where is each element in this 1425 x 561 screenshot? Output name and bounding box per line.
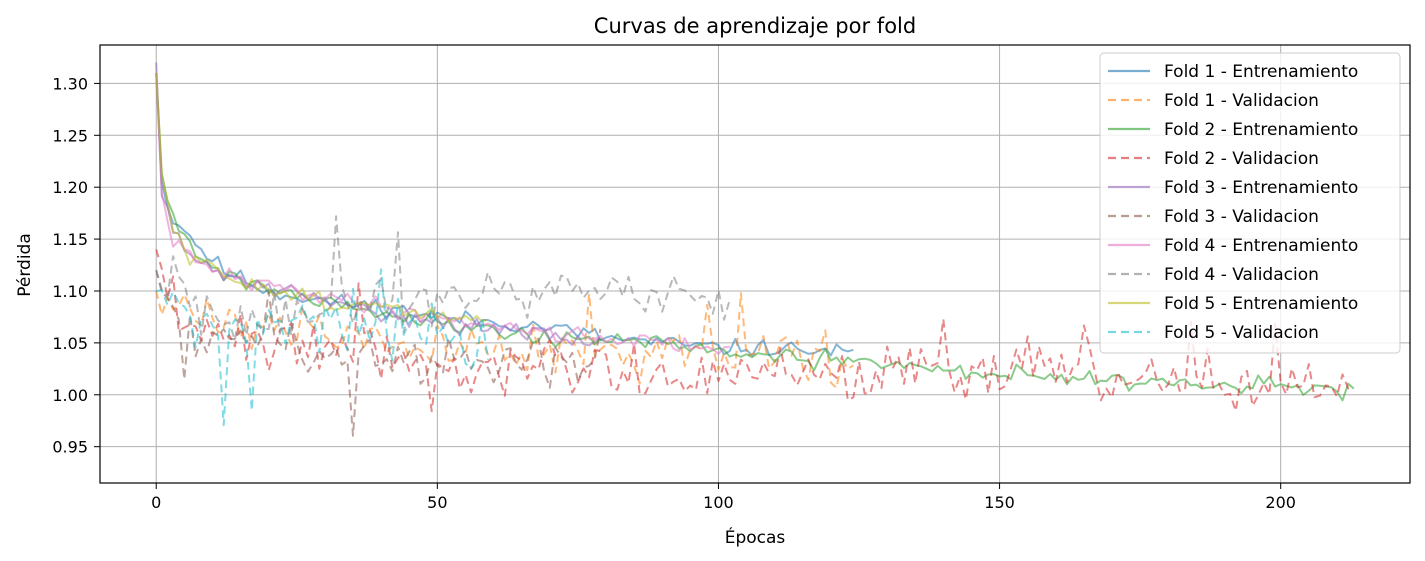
- x-axis-label: Épocas: [725, 526, 786, 548]
- series-line-fold-4-entrenamiento: [155, 72, 730, 355]
- legend-entry: Fold 2 - Validacion: [1164, 149, 1319, 169]
- y-tick-label: 1.00: [52, 386, 88, 405]
- legend-box: [1099, 52, 1401, 354]
- legend-entry: Fold 2 - Entrenamiento: [1164, 120, 1358, 140]
- x-tick-label: 100: [703, 493, 734, 512]
- legend-entry: Fold 3 - Entrenamiento: [1164, 178, 1358, 198]
- x-tick-label: 0: [151, 493, 161, 512]
- y-tick-label: 0.95: [52, 438, 88, 457]
- series-line-fold-3-entrenamiento: [155, 62, 601, 347]
- axes: [99, 44, 1411, 484]
- y-tick-label: 1.25: [52, 126, 88, 145]
- legend-entry: Fold 4 - Entrenamiento: [1164, 236, 1358, 256]
- x-tick-label: 200: [1265, 493, 1296, 512]
- y-tick-label: 1.10: [52, 282, 88, 301]
- legend-entry: Fold 4 - Validacion: [1164, 265, 1319, 285]
- series-line-fold-2-validacion: [155, 249, 1354, 413]
- series-line-fold-5-validacion: [156, 268, 489, 427]
- x-axis-ticks: 0 50 100 150 200: [151, 483, 1296, 512]
- legend: Fold 1 - Entrenamiento Fold 1 - Validacio…: [1099, 52, 1401, 354]
- series-line-fold-3-validacion: [155, 269, 602, 437]
- y-axis-label: Pérdida: [15, 233, 35, 297]
- series-line-fold-1-validacion: [155, 290, 854, 389]
- x-tick-label: 150: [984, 493, 1015, 512]
- series-line-fold-4-validacion: [155, 215, 731, 342]
- y-tick-label: 1.20: [52, 178, 88, 197]
- legend-entry: Fold 5 - Validacion: [1164, 323, 1319, 343]
- legend-entry: Fold 5 - Entrenamiento: [1164, 294, 1358, 314]
- legend-entry: Fold 1 - Validacion: [1164, 91, 1319, 111]
- y-tick-label: 1.30: [52, 74, 88, 93]
- x-tick-label: 50: [427, 493, 447, 512]
- y-tick-label: 1.15: [52, 230, 88, 249]
- chart-title: Curvas de aprendizaje por fold: [594, 14, 916, 38]
- series-lines: [155, 62, 1355, 437]
- y-axis-ticks: 0.95 1.00 1.05 1.10 1.15 1.20 1.25 1.30: [52, 74, 100, 457]
- legend-entry: Fold 1 - Entrenamiento: [1164, 62, 1358, 82]
- y-tick-label: 1.05: [52, 334, 88, 353]
- legend-entry: Fold 3 - Validacion: [1164, 207, 1319, 227]
- series-line-fold-5-entrenamiento: [155, 72, 489, 323]
- plot-frame: [99, 44, 1411, 484]
